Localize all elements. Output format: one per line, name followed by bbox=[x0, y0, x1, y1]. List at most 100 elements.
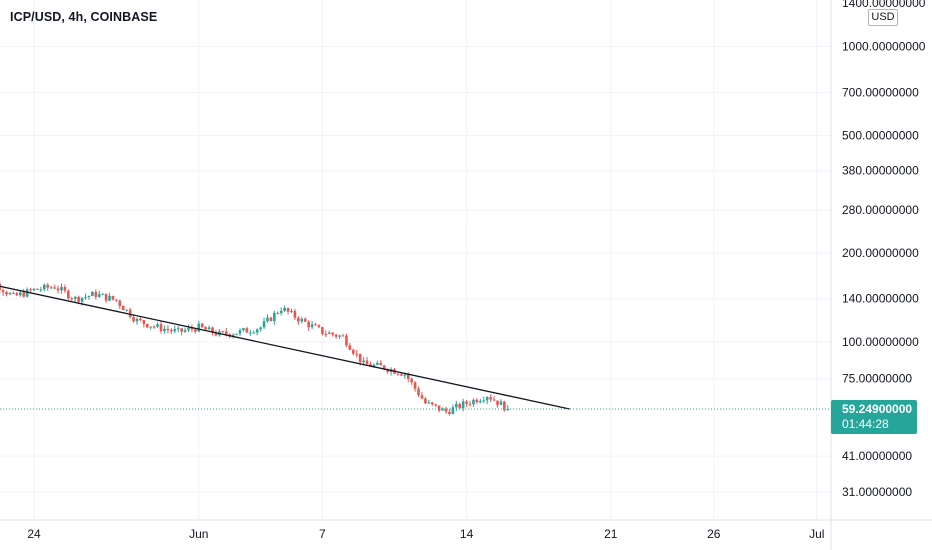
candle bbox=[142, 319, 146, 328]
candle bbox=[396, 373, 400, 376]
candle bbox=[293, 308, 297, 320]
candle bbox=[338, 334, 341, 339]
candle bbox=[252, 330, 256, 334]
candle bbox=[485, 396, 489, 405]
candle bbox=[365, 356, 369, 365]
candle bbox=[149, 326, 153, 330]
price-tick-label: 31.00000000 bbox=[842, 485, 912, 499]
candle bbox=[197, 321, 201, 333]
candle bbox=[355, 350, 359, 358]
candle bbox=[36, 288, 39, 290]
candle bbox=[238, 328, 242, 336]
candle bbox=[334, 333, 338, 339]
candle bbox=[166, 325, 170, 334]
candle bbox=[345, 333, 348, 348]
candle bbox=[67, 289, 70, 300]
candle bbox=[53, 284, 56, 290]
time-tick-label: 7 bbox=[319, 527, 326, 541]
candle bbox=[290, 308, 293, 313]
candle bbox=[437, 405, 441, 413]
candle bbox=[434, 403, 437, 407]
candle bbox=[170, 328, 173, 334]
candle bbox=[496, 400, 499, 408]
candle bbox=[255, 328, 259, 336]
candle bbox=[235, 333, 238, 335]
price-tick-label: 100.00000000 bbox=[842, 335, 919, 349]
candle bbox=[43, 283, 46, 292]
bar-countdown: 01:44:28 bbox=[842, 417, 889, 431]
candle bbox=[262, 317, 266, 329]
candles bbox=[0, 280, 510, 416]
candle bbox=[379, 360, 383, 366]
candle bbox=[286, 307, 290, 315]
candle bbox=[448, 408, 451, 416]
candle bbox=[297, 316, 300, 325]
candle bbox=[115, 299, 118, 303]
candle bbox=[108, 292, 111, 302]
trendline[interactable] bbox=[0, 274, 570, 410]
candle bbox=[73, 295, 77, 303]
time-tick-label: Jun bbox=[189, 527, 208, 541]
candle bbox=[49, 285, 53, 289]
candle bbox=[506, 405, 510, 411]
candle bbox=[1, 288, 5, 296]
price-tick-label: 200.00000000 bbox=[842, 246, 919, 260]
candle bbox=[310, 320, 314, 329]
candle bbox=[91, 290, 94, 297]
price-tick-label: 380.00000000 bbox=[842, 164, 919, 178]
candle bbox=[348, 342, 352, 351]
price-axis[interactable]: 1000.00000000 700.00000000 500.00000000 380… bbox=[842, 40, 926, 499]
candle bbox=[180, 327, 183, 336]
price-tick-label: 1000.00000000 bbox=[842, 40, 926, 54]
candle bbox=[221, 330, 225, 333]
currency-button[interactable]: USD bbox=[868, 9, 898, 26]
candle bbox=[321, 326, 324, 336]
candle bbox=[121, 305, 125, 311]
candle bbox=[231, 333, 235, 339]
candle bbox=[173, 325, 177, 334]
time-tick-label: 21 bbox=[604, 527, 618, 541]
candle bbox=[15, 291, 19, 296]
candle bbox=[430, 402, 434, 407]
candle bbox=[376, 360, 379, 366]
time-axis[interactable]: 24 Jun 7 14 21 26 Jul bbox=[27, 527, 824, 541]
candle bbox=[269, 316, 273, 322]
candle bbox=[242, 327, 245, 332]
candle bbox=[273, 310, 276, 325]
price-tick-label: 500.00000000 bbox=[842, 129, 919, 143]
candle bbox=[63, 284, 67, 293]
candle bbox=[352, 348, 355, 356]
candle bbox=[94, 289, 98, 300]
candle bbox=[146, 323, 149, 328]
candle bbox=[101, 293, 104, 295]
candle bbox=[420, 391, 424, 399]
candle bbox=[211, 326, 214, 336]
candle bbox=[475, 398, 479, 404]
symbol-title: ICP/USD, 4h, COINBASE bbox=[10, 10, 158, 24]
candle bbox=[303, 317, 307, 323]
price-tick-label: 140.00000000 bbox=[842, 292, 919, 306]
candle bbox=[468, 400, 472, 407]
candle bbox=[128, 307, 132, 319]
candle bbox=[341, 333, 345, 337]
candle bbox=[187, 324, 190, 332]
candle bbox=[183, 327, 187, 334]
candle bbox=[279, 307, 283, 316]
candle bbox=[56, 285, 60, 294]
candle bbox=[327, 330, 331, 335]
candle bbox=[87, 295, 91, 300]
last-price-badge: 59.24900000 01:44:28 bbox=[831, 400, 917, 434]
last-price-label: 59.24900000 bbox=[842, 402, 913, 416]
candle bbox=[84, 293, 87, 300]
candle bbox=[249, 329, 252, 336]
candle bbox=[465, 400, 468, 407]
candle bbox=[499, 399, 503, 405]
candle bbox=[441, 407, 444, 411]
candle bbox=[427, 399, 431, 404]
candle bbox=[492, 396, 496, 401]
candle bbox=[97, 290, 101, 298]
candle bbox=[266, 314, 269, 323]
candle bbox=[104, 293, 108, 303]
candle bbox=[307, 320, 310, 331]
